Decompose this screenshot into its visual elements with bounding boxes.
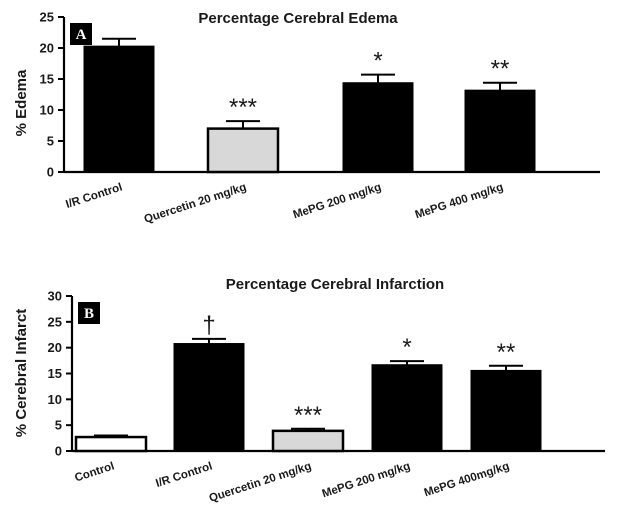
y-tick-label: 0 <box>55 444 62 459</box>
y-axis-label: % Edema <box>13 69 30 136</box>
bar <box>74 435 148 453</box>
y-tick-label: 10 <box>40 103 54 118</box>
y-tick-label: 25 <box>48 314 62 329</box>
bar <box>206 127 280 174</box>
y-tick-label: 5 <box>55 418 62 433</box>
category-label: Control <box>73 460 116 484</box>
category-label: MePG 200 mg/kg <box>292 181 383 221</box>
y-tick-label: 15 <box>40 72 54 87</box>
significance-label: * <box>402 334 411 361</box>
significance-label: * <box>373 48 382 75</box>
panel-label-box <box>78 302 100 324</box>
chart-title: Percentage Cerebral Edema <box>198 10 398 27</box>
bar <box>470 369 542 452</box>
bar <box>173 343 245 452</box>
y-tick-label: 15 <box>48 366 62 381</box>
significance-label: *** <box>294 402 322 429</box>
panel-a: Percentage Cerebral Edema % Edema 0 5 10 15… <box>13 10 600 226</box>
chart-title: Percentage Cerebral Infarction <box>226 276 444 293</box>
category-label: MePG 400mg/kg <box>423 460 511 499</box>
category-label: I/R Control <box>154 460 214 490</box>
y-tick-label: 0 <box>47 165 54 180</box>
panel-label-box <box>70 23 92 45</box>
bar <box>464 89 536 173</box>
y-tick-label: 20 <box>48 340 62 355</box>
panel-label: B <box>84 306 94 322</box>
bar <box>371 364 443 452</box>
category-label: MePG 200 mg/kg <box>321 460 412 500</box>
significance-label: ** <box>491 56 510 83</box>
category-label: MePG 400 mg/kg <box>414 181 505 221</box>
significance-label: *** <box>229 94 257 121</box>
y-axis-label: % Cerebral Infarct <box>13 309 30 437</box>
category-label: Quercetin 20 mg/kg <box>143 181 248 225</box>
y-tick-label: 30 <box>48 289 62 304</box>
bar <box>342 82 414 173</box>
bar <box>83 45 155 173</box>
y-tick-label: 5 <box>47 134 54 149</box>
significance-label: ** <box>497 339 516 366</box>
category-label: I/R Control <box>64 181 124 211</box>
bar <box>271 429 345 453</box>
y-tick-label: 20 <box>40 41 54 56</box>
y-tick-label: 10 <box>48 392 62 407</box>
panel-b: Percentage Cerebral Infarction % Cerebra… <box>13 276 605 505</box>
category-label: Quercetin 20 mg/kg <box>208 460 313 504</box>
significance-label: † <box>202 312 215 339</box>
y-tick-label: 25 <box>40 10 54 25</box>
panel-label: A <box>76 27 87 43</box>
